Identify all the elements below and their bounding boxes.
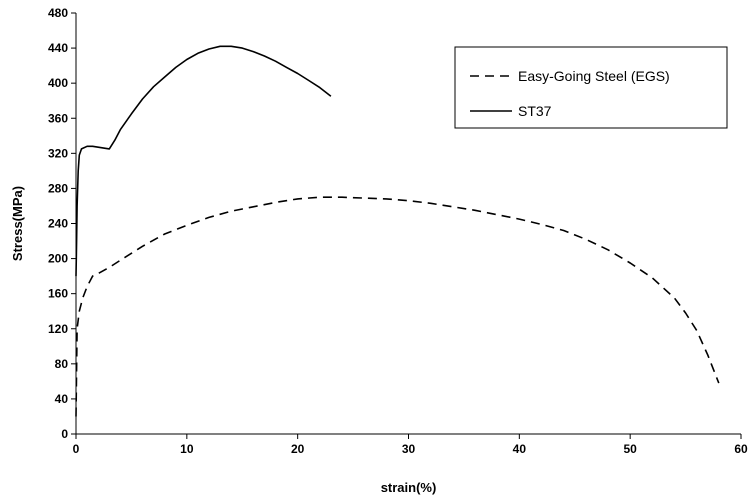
y-tick-label: 440 bbox=[48, 41, 68, 55]
y-tick-label: 80 bbox=[55, 357, 69, 371]
x-tick-label: 40 bbox=[513, 442, 527, 456]
legend: Easy-Going Steel (EGS) ST37 bbox=[454, 46, 728, 129]
y-tick-label: 240 bbox=[48, 217, 68, 231]
plot-area bbox=[75, 45, 720, 417]
legend-box bbox=[454, 46, 728, 129]
y-tick-label: 360 bbox=[48, 111, 68, 125]
y-tick-label: 400 bbox=[48, 76, 68, 90]
y-tick-label: 120 bbox=[48, 322, 68, 336]
x-tick-label: 60 bbox=[734, 442, 748, 456]
y-tick-label: 480 bbox=[48, 6, 68, 20]
x-tick-label: 20 bbox=[291, 442, 305, 456]
x-tick-label: 50 bbox=[623, 442, 637, 456]
y-tick-label: 0 bbox=[61, 427, 68, 441]
legend-label-egs: Easy-Going Steel (EGS) bbox=[518, 68, 670, 84]
x-tick-label: 0 bbox=[73, 442, 80, 456]
x-axis-ticks: 0 10 20 30 40 50 60 bbox=[73, 434, 748, 456]
y-tick-label: 160 bbox=[48, 287, 68, 301]
y-tick-label: 280 bbox=[48, 181, 68, 195]
y-axis-ticks: 0 40 80 120 160 200 240 280 320 360 400 440 480 bbox=[48, 6, 76, 441]
legend-label-st37: ST37 bbox=[518, 103, 552, 119]
x-axis-title: strain(%) bbox=[381, 480, 437, 495]
series-line-st37 bbox=[75, 45, 332, 277]
axes: 0 10 20 30 40 50 60 0 40 80 120 160 200 240 280 320 360… bbox=[48, 6, 748, 456]
series-line-egs bbox=[75, 196, 720, 417]
y-axis-title: Stress(MPa) bbox=[10, 186, 25, 261]
y-tick-label: 200 bbox=[48, 252, 68, 266]
x-tick-label: 10 bbox=[180, 442, 194, 456]
y-tick-label: 40 bbox=[55, 392, 69, 406]
x-tick-label: 30 bbox=[402, 442, 416, 456]
y-tick-label: 320 bbox=[48, 146, 68, 160]
